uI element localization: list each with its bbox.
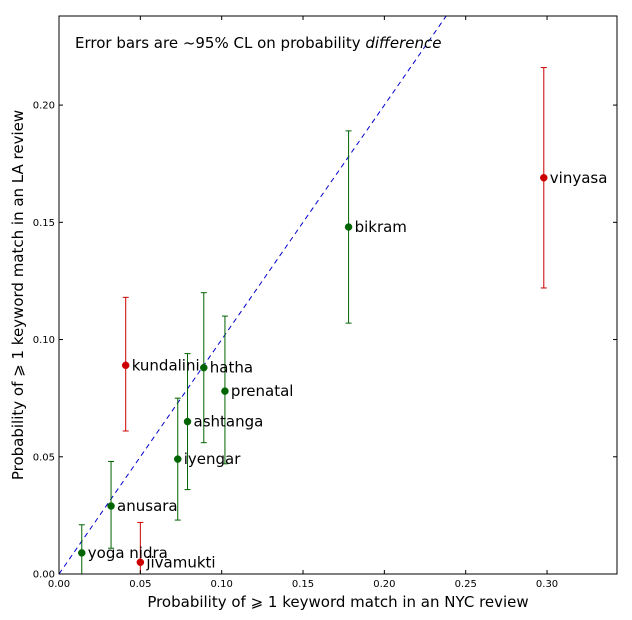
- point-vinyasa: [540, 174, 548, 182]
- point-label-yoga-nidra: yoga nidra: [88, 544, 168, 562]
- point-yoga-nidra: [78, 549, 86, 557]
- point-anusara: [107, 502, 115, 510]
- point-label-hatha: hatha: [210, 359, 253, 377]
- x-tick-label: 0.30: [536, 579, 558, 590]
- point-prenatal: [221, 387, 229, 395]
- y-tick-label: 0.10: [33, 335, 55, 346]
- x-tick-label: 0.10: [211, 579, 233, 590]
- annotation-emphasis: difference: [365, 34, 441, 52]
- point-label-ashtanga: ashtanga: [194, 413, 264, 431]
- x-tick-label: 0.05: [129, 579, 151, 590]
- x-tick-label: 0.20: [373, 579, 395, 590]
- plot-area: [59, 16, 617, 574]
- point-label-anusara: anusara: [117, 497, 178, 515]
- point-iyengar: [174, 455, 182, 463]
- point-ashtanga: [183, 417, 192, 426]
- plot-frame: [58, 15, 618, 575]
- x-tick-label: 0.15: [292, 579, 314, 590]
- point-label-iyengar: iyengar: [184, 450, 241, 468]
- annotation-text: Error bars are ~95% CL on probability di…: [75, 34, 441, 52]
- point-label-bikram: bikram: [355, 218, 407, 236]
- point-hatha: [200, 363, 208, 372]
- y-axis-title: Probability of ⩾ 1 keyword match in an L…: [9, 110, 27, 480]
- point-bikram: [344, 223, 353, 231]
- y-tick-label: 0.05: [33, 452, 55, 463]
- x-tick-label: 0.25: [455, 579, 477, 590]
- x-tick-label: 0.00: [48, 579, 70, 590]
- point-label-prenatal: prenatal: [231, 382, 294, 400]
- point-label-kundalini: kundalini: [132, 356, 200, 374]
- point-kundalini: [121, 361, 130, 370]
- point-jivamukti: [136, 558, 145, 567]
- point-label-jivamukti: jivamukti: [145, 553, 215, 571]
- y-tick-label: 0.15: [33, 218, 55, 229]
- diagonal-line: [59, 16, 447, 574]
- x-axis-title: Probability of ⩾ 1 keyword match in an N…: [147, 593, 528, 611]
- annotation-prefix: Error bars are ~95% CL on probability: [75, 34, 365, 52]
- y-tick-label: 0.00: [33, 570, 55, 581]
- y-tick-label: 0.20: [33, 101, 55, 112]
- point-label-vinyasa: vinyasa: [550, 169, 608, 187]
